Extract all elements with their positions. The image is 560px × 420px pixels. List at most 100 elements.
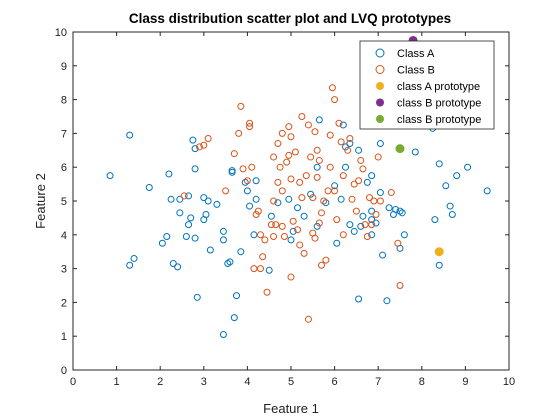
data-point-series-1 [200,141,208,149]
data-point-series-1 [304,315,312,323]
data-point-series-1 [315,156,323,164]
data-point-series-1 [261,236,269,244]
data-point-series-0 [300,212,308,220]
x-tick-label: 3 [201,376,207,388]
data-point-series-0 [202,211,210,219]
data-point-series-1 [267,221,275,229]
y-tick-label: 9 [61,61,67,73]
data-point-series-1 [357,156,365,164]
data-point-series-1 [374,153,382,161]
data-point-series-0 [464,163,472,171]
data-point-series-1 [287,133,295,141]
data-point-series-0 [206,246,214,254]
data-point-series-0 [342,163,349,171]
data-point-series-0 [252,195,260,203]
data-point-series-1 [396,282,404,289]
data-point-series-0 [346,140,354,148]
data-point-series-0 [368,172,376,180]
data-point-series-0 [359,212,367,220]
data-point-series-1 [313,173,321,181]
data-point-series-1 [300,249,308,257]
data-point-series-1 [318,261,326,269]
legend-marker [376,98,384,107]
data-point-series-1 [270,197,278,205]
data-point-series-1 [256,231,264,239]
prototype-point-2 [434,247,444,257]
data-point-series-1 [387,189,395,197]
data-point-series-0 [233,292,240,300]
legend-items: Class A Class B class A prototype class B p… [375,48,481,126]
legend: Class A Class B class A prototype class B p… [359,40,495,130]
data-point-series-1 [365,194,373,202]
data-point-series-0 [289,227,297,235]
legend-entry: class A prototype [397,81,480,93]
data-point-series-0 [350,227,358,235]
data-point-series-0 [191,165,199,173]
data-point-series-1 [372,211,380,219]
data-point-series-0 [396,207,404,215]
data-point-series-0 [241,178,249,186]
data-point-series-1 [331,187,339,195]
data-point-series-0 [169,260,177,268]
data-point-series-0 [435,160,443,168]
data-point-series-1 [324,187,332,195]
y-tick-label: 2 [61,297,67,309]
data-point-series-0 [126,131,134,139]
data-point-series-0 [145,183,153,191]
data-point-series-0 [392,205,400,213]
data-point-series-1 [291,148,299,156]
legend-entry: Class A [397,48,435,60]
data-point-series-1 [359,165,367,173]
legend-marker [375,48,385,58]
data-point-series-1 [326,131,334,139]
data-point-series-0 [246,202,254,210]
data-point-series-0 [219,227,227,235]
data-point-series-1 [352,207,360,215]
data-point-series-1 [272,221,280,229]
data-point-series-0 [453,172,461,180]
legend-marker [375,65,385,74]
y-axis-label: Feature 2 [33,173,48,229]
data-point-series-0 [398,209,406,217]
data-point-series-1 [376,197,384,205]
data-point-series-1 [250,265,258,273]
data-point-series-1 [313,146,321,154]
data-point-series-0 [363,178,371,186]
data-point-series-1 [318,209,326,217]
data-point-series-1 [394,239,402,247]
y-tick-label: 7 [61,128,67,140]
data-point-series-0 [176,209,184,217]
y-tick-label: 10 [55,27,67,39]
data-point-series-0 [126,261,134,269]
data-point-series-1 [298,113,306,120]
data-point-series-1 [322,256,330,264]
data-point-series-1 [320,197,328,205]
x-tick-label: 4 [244,376,250,388]
data-point-series-1 [283,158,291,166]
x-tick-label: 10 [503,376,515,388]
data-point-series-0 [191,145,199,153]
legend-entry: class B prototype [397,98,481,110]
data-point-series-1 [239,165,247,173]
data-point-series-1 [355,177,363,185]
data-point-series-1 [363,232,371,240]
data-point-series-1 [195,143,203,151]
data-point-series-1 [309,194,317,202]
data-point-series-0 [400,231,408,239]
data-point-series-0 [446,202,454,210]
legend-entry: class B prototype [397,114,481,126]
data-point-series-1 [328,84,336,92]
data-point-series-1 [368,221,376,229]
y-tick-label: 3 [61,264,67,276]
data-point-series-1 [180,192,188,200]
data-point-series-1 [346,134,354,142]
data-point-series-1 [204,134,212,142]
data-point-series-0 [226,258,234,266]
data-point-series-1 [335,119,343,127]
data-point-series-0 [483,187,491,195]
data-point-series-1 [246,123,254,131]
data-point-series-1 [274,140,282,148]
data-point-series-1 [278,222,286,230]
data-point-series-0 [442,182,450,190]
